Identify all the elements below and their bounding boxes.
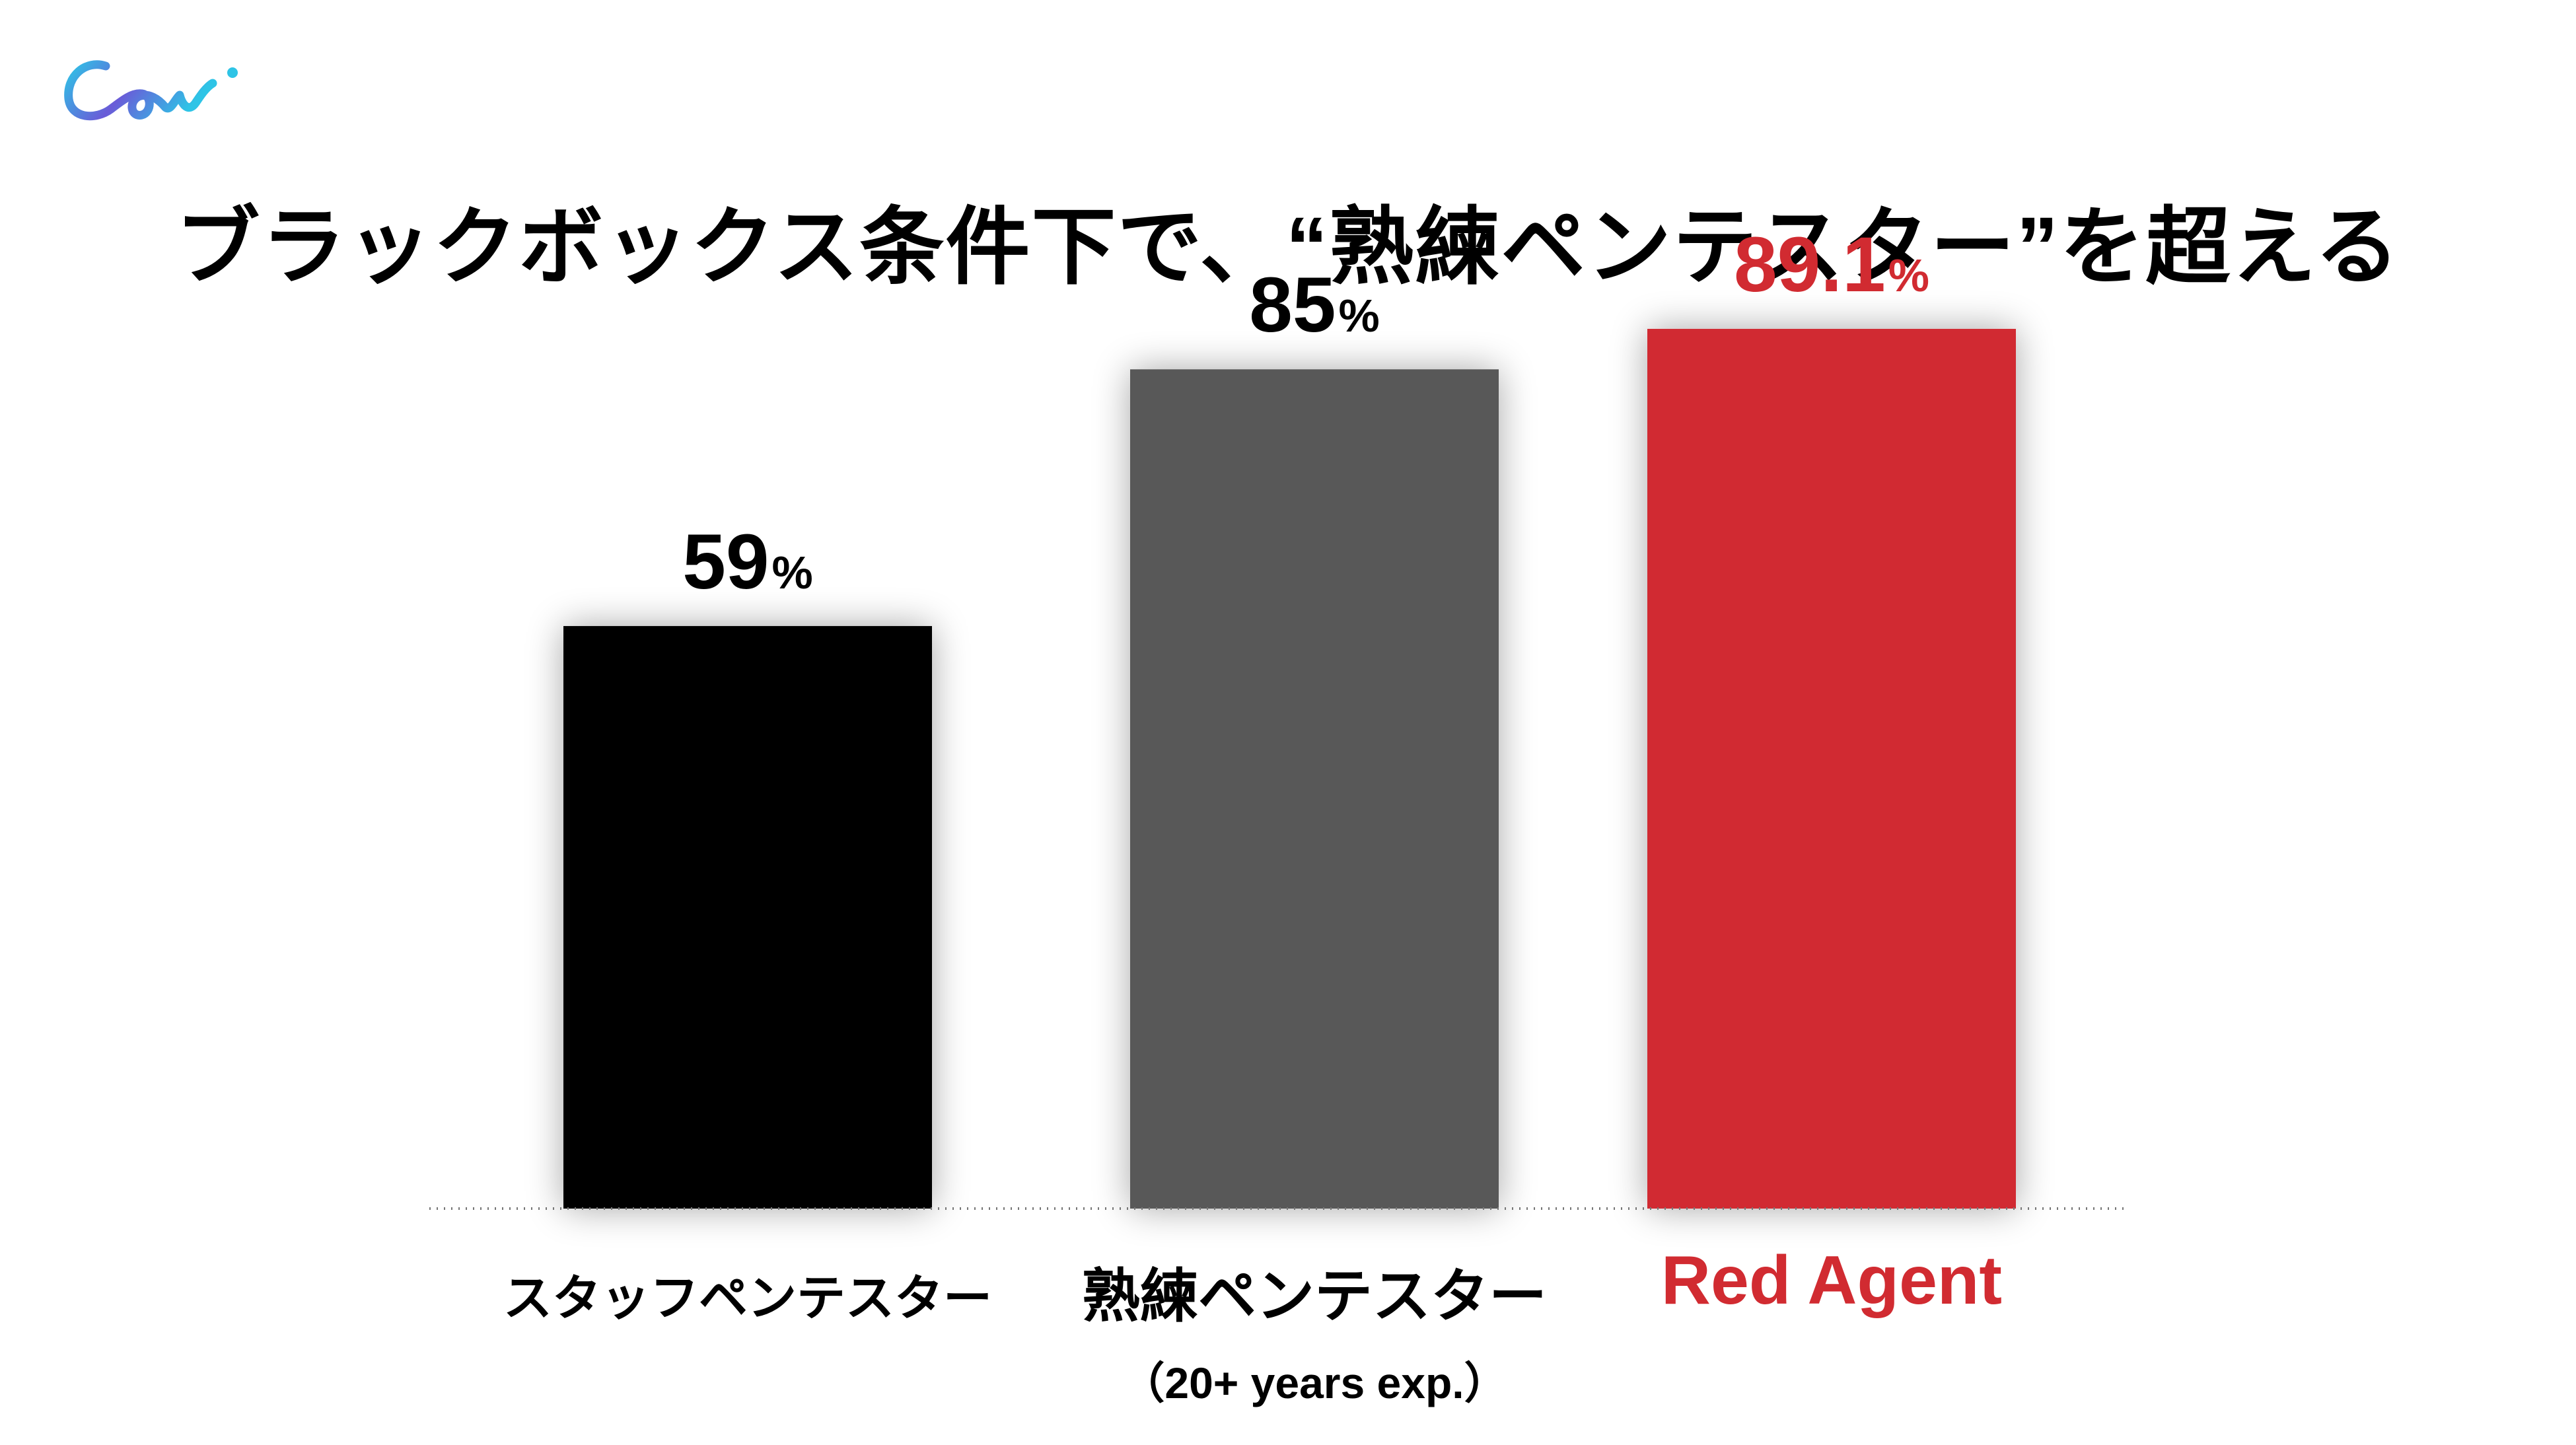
value-label-1: 59% bbox=[483, 517, 1012, 607]
page-title: ブラックボックス条件下で、“熟練ペンテスター”を超える bbox=[175, 200, 2401, 295]
value-label-2: 85% bbox=[1050, 260, 1579, 350]
category-name: 熟練ペンテスター bbox=[1081, 1263, 1547, 1329]
bar-1 bbox=[563, 625, 932, 1209]
value-unit: % bbox=[1338, 290, 1380, 342]
bars-layer bbox=[563, 328, 2016, 1209]
value-unit: % bbox=[1888, 249, 1929, 301]
category-name: Red Agent bbox=[1661, 1242, 2003, 1319]
category-label-1: スタッフペンテスター bbox=[450, 1259, 1045, 1329]
bar-3 bbox=[1647, 328, 2016, 1209]
bar-2 bbox=[1130, 369, 1499, 1209]
value-number: 85 bbox=[1249, 262, 1336, 349]
value-number: 89.1 bbox=[1734, 221, 1886, 308]
category-label-2: 熟練ペンテスター （20+ years exp.） bbox=[1017, 1250, 1612, 1411]
value-unit: % bbox=[771, 546, 813, 598]
brand-logo bbox=[64, 60, 238, 121]
value-label-3: 89.1% bbox=[1567, 220, 2096, 310]
category-sublabel: （20+ years exp.） bbox=[1121, 1358, 1508, 1407]
category-label-3: Red Agent bbox=[1534, 1242, 2129, 1320]
value-number: 59 bbox=[682, 518, 769, 606]
category-name: スタッフペンテスター bbox=[503, 1271, 992, 1325]
